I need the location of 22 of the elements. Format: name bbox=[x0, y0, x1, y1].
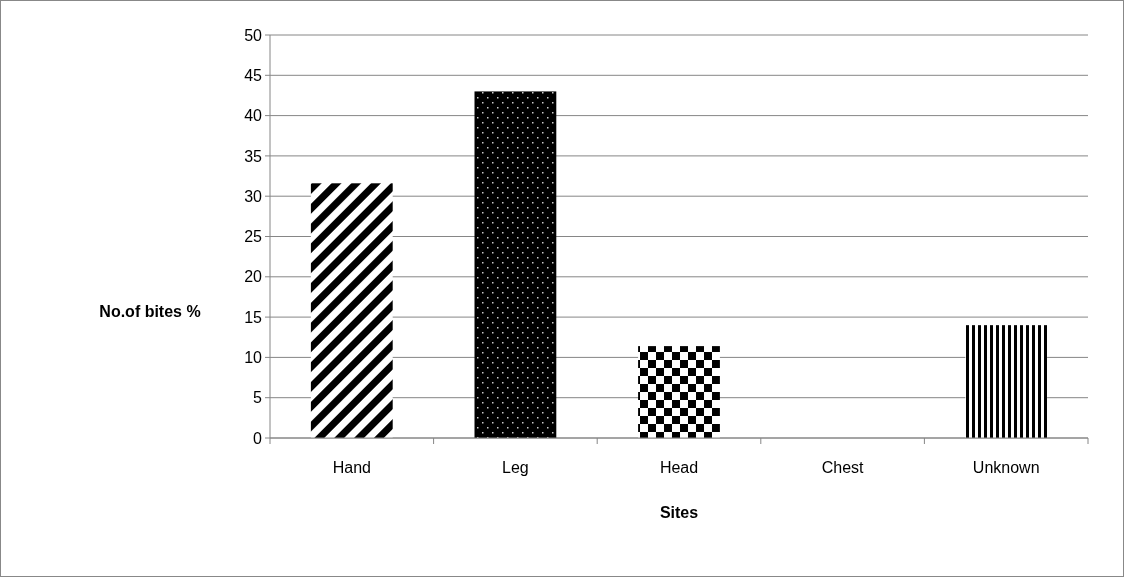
y-tick-label: 15 bbox=[244, 308, 263, 326]
y-tick-label: 5 bbox=[253, 389, 263, 407]
y-tick-label: 50 bbox=[244, 26, 263, 44]
y-tick-label: 40 bbox=[244, 107, 263, 125]
x-tick-label: Hand bbox=[332, 459, 371, 476]
y-tick-label: 35 bbox=[244, 147, 263, 165]
x-axis-title: Sites bbox=[659, 504, 699, 521]
y-tick-label: 0 bbox=[253, 429, 263, 447]
x-tick-label: Leg bbox=[502, 459, 529, 476]
bar bbox=[965, 325, 1048, 438]
x-tick-label: Chest bbox=[821, 459, 865, 476]
y-tick-label: 25 bbox=[244, 228, 263, 246]
y-tick-label: 20 bbox=[244, 268, 263, 286]
y-axis-title: No.of bites % bbox=[99, 302, 201, 320]
x-tick-label: Head bbox=[659, 459, 699, 476]
bar bbox=[638, 346, 720, 438]
y-tick-label: 30 bbox=[244, 187, 263, 205]
bar bbox=[310, 183, 393, 438]
y-tick-label: 10 bbox=[244, 349, 263, 366]
x-tick-label: Unknown bbox=[972, 459, 1040, 476]
bar bbox=[474, 91, 557, 438]
y-tick-label: 45 bbox=[244, 66, 263, 84]
